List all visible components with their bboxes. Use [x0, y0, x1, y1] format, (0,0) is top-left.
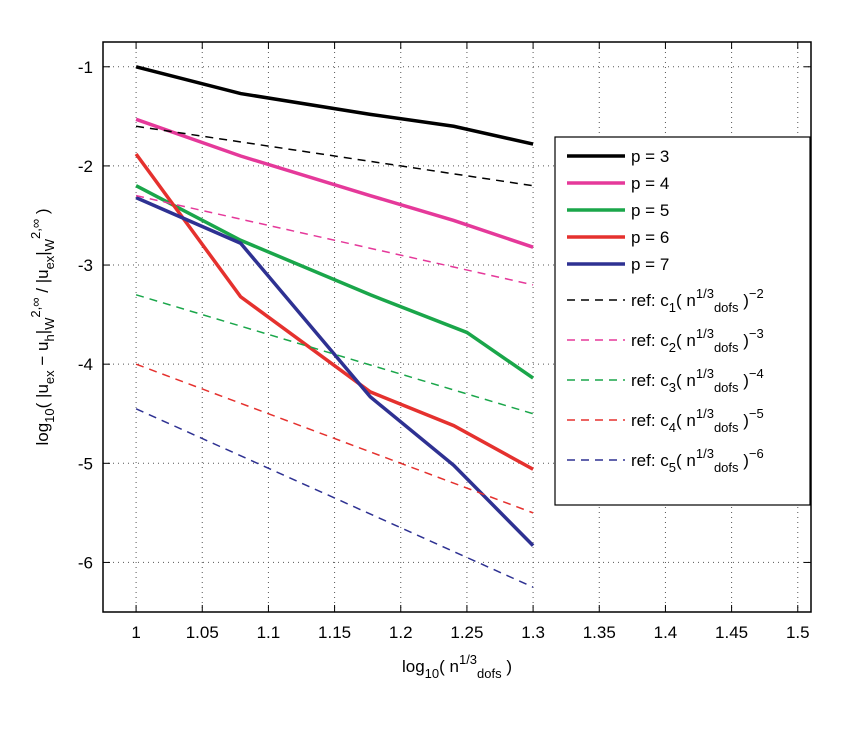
y-tick-label: -6 [78, 553, 93, 572]
x-tick-label: 1.2 [389, 623, 413, 642]
x-tick-label: 1.1 [257, 623, 281, 642]
data-line [135, 117, 534, 249]
reference-line [135, 363, 534, 514]
x-tick-label: 1.45 [715, 623, 748, 642]
x-tick-label: 1.05 [186, 623, 219, 642]
reference-line [135, 125, 534, 187]
legend-label: p = 7 [631, 255, 669, 274]
legend-label: ref: c5( n1/3dofs )−6 [631, 446, 764, 475]
y-tick-label: -4 [78, 355, 93, 374]
legend-label: ref: c2( n1/3dofs )−3 [631, 326, 764, 355]
legend-label: ref: c4( n1/3dofs )−5 [631, 406, 764, 435]
x-tick-label: 1.4 [654, 623, 678, 642]
x-tick-label: 1.15 [318, 623, 351, 642]
legend-label: p = 3 [631, 147, 669, 166]
data-line [134, 152, 534, 471]
reference-line [135, 194, 534, 286]
reference-line [135, 408, 534, 588]
x-tick-label: 1 [131, 623, 140, 642]
y-tick-label: -1 [78, 58, 93, 77]
legend-label: ref: c1( n1/3dofs )−2 [631, 286, 764, 315]
legend-label: p = 5 [631, 201, 669, 220]
data-line [135, 65, 534, 146]
y-axis-label: log10( |uex − uh|W2,∞ / |uex|W2,∞ ) [28, 208, 57, 445]
x-tick-label: 1.25 [450, 623, 483, 642]
legend-label: p = 4 [631, 174, 669, 193]
legend-box [554, 136, 811, 506]
legend-label: ref: c3( n1/3dofs )−4 [631, 366, 764, 395]
x-tick-label: 1.3 [521, 623, 545, 642]
x-tick-label: 1.5 [786, 623, 810, 642]
y-tick-label: -3 [78, 256, 93, 275]
legend-label: p = 6 [631, 228, 669, 247]
y-tick-label: -5 [78, 454, 93, 473]
plot-frame [102, 41, 812, 613]
x-axis-label: log10( n1/3dofs ) [402, 652, 512, 681]
data-line [135, 196, 535, 547]
x-tick-label: 1.35 [583, 623, 616, 642]
data-line [135, 184, 535, 380]
y-tick-label: -2 [78, 157, 93, 176]
